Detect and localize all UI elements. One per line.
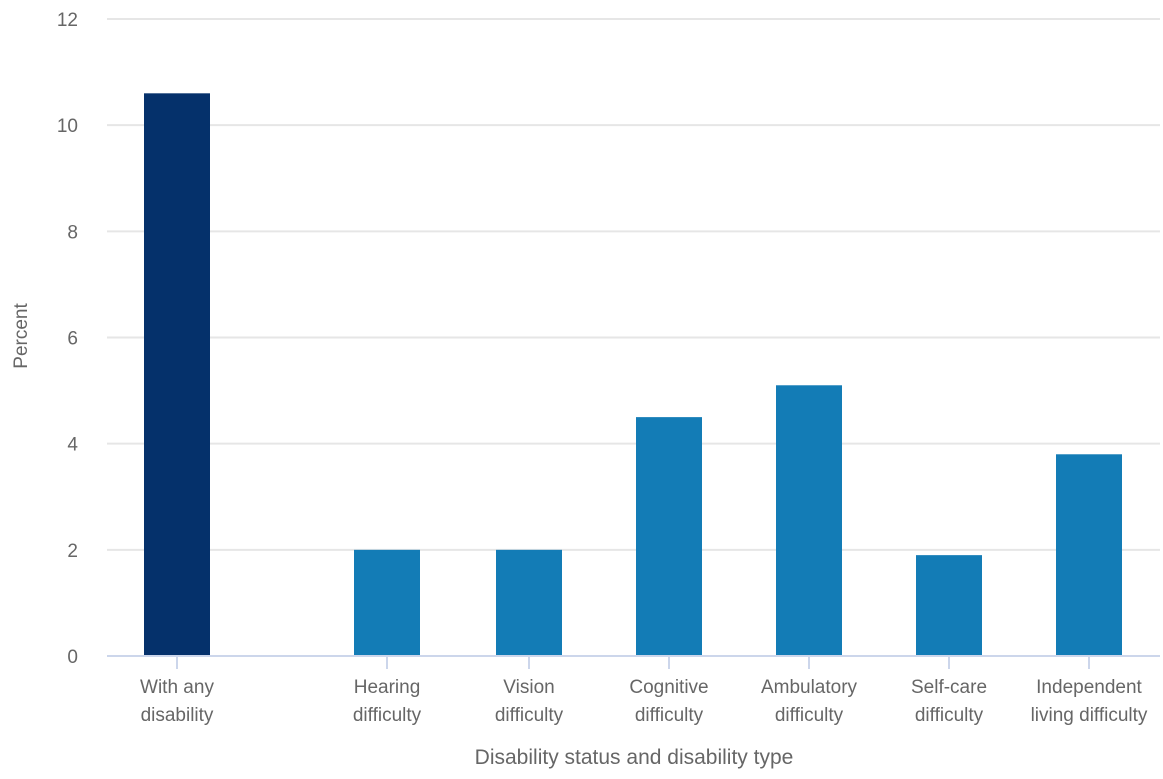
y-tick-label: 6 [67,329,78,350]
bar [636,417,702,656]
y-axis-label: Percent [11,303,32,369]
bar [496,549,562,656]
gridlines [107,18,1160,551]
x-tick-label: difficulty [635,705,704,726]
x-tick-label: difficulty [353,705,422,726]
bar [1056,454,1122,656]
y-tick-label: 2 [67,541,78,562]
y-tick-label: 10 [57,116,78,137]
x-tick-label: difficulty [495,705,564,726]
y-axis-ticks: 0 2 4 6 8 10 12 [57,10,79,668]
y-tick-label: 0 [67,647,78,668]
x-tick-label: living difficulty [1031,705,1148,726]
x-axis-label: Disability status and disability type [475,746,794,769]
bar [916,555,982,656]
x-tick-label: Independent [1036,677,1142,698]
x-tick-label: difficulty [775,705,844,726]
bars [144,93,1122,657]
x-tick-label: difficulty [915,705,984,726]
y-tick-label: 8 [67,222,78,243]
bar [144,93,210,657]
x-tick-label: Vision [503,677,554,698]
x-axis-ticks: With any disability Hearing difficulty Visio… [140,656,1148,726]
bar [354,549,420,656]
x-tick-label: With any [140,677,214,698]
x-tick-label: Ambulatory [761,677,858,698]
y-tick-label: 4 [67,435,78,456]
y-tick-label: 12 [57,10,78,31]
x-tick-label: Hearing [354,677,421,698]
x-tick-label: Cognitive [629,677,708,698]
bar [776,385,842,656]
x-tick-label: Self-care [911,677,987,698]
x-tick-label: disability [141,705,214,726]
